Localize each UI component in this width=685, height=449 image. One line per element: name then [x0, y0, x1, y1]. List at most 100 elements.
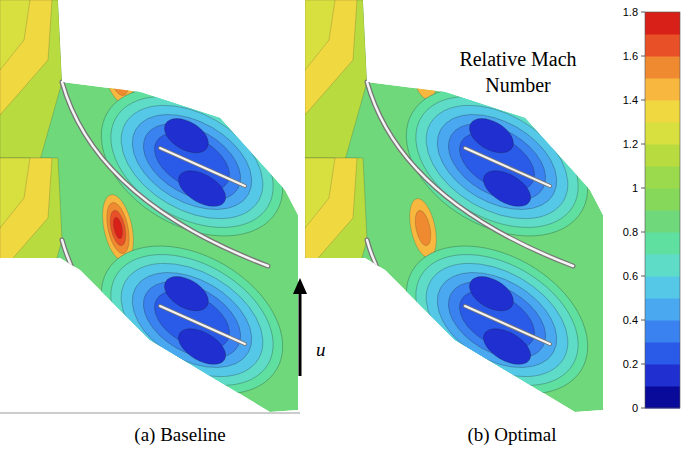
colorbar-tick: [641, 100, 645, 101]
colorbar-cell: [645, 276, 680, 299]
low-mach-zone: [130, 266, 254, 374]
high-mach-zone: [112, 216, 124, 239]
colorbar-cell: [645, 210, 680, 233]
colorbar-tick-label: 1.4: [623, 94, 638, 106]
colorbar-tick-label: 1.6: [623, 50, 638, 62]
inlet-band: [0, 158, 62, 358]
colorbar-cell: [645, 320, 680, 343]
colorbar-cell: [645, 342, 680, 365]
low-mach-zone: [435, 266, 559, 374]
splitter-blade: [160, 148, 245, 186]
low-mach-zone: [75, 216, 309, 425]
low-mach-core: [173, 163, 232, 213]
low-mach-zone: [421, 95, 574, 229]
high-mach-zone: [405, 38, 441, 102]
high-mach-zone: [412, 209, 433, 247]
high-mach-zone: [412, 51, 433, 89]
inlet-band: [0, 158, 30, 228]
figure: u(a) Baseline(b) Optimal00.20.40.60.811.…: [0, 0, 685, 449]
colorbar: 00.20.40.60.811.21.41.61.8: [623, 6, 680, 414]
colorbar-tick: [641, 188, 645, 189]
low-mach-core: [478, 163, 537, 213]
low-mach-zone: [406, 240, 587, 400]
low-mach-zone: [88, 70, 296, 255]
colorbar-tick: [641, 232, 645, 233]
colorbar-cell: [645, 298, 680, 321]
splitter-blade: [465, 148, 550, 186]
low-mach-zone: [116, 253, 269, 387]
splitter-blade: [160, 306, 245, 344]
low-mach-zone: [116, 95, 269, 229]
colorbar-cell: [645, 122, 680, 145]
colorbar-tick: [641, 276, 645, 277]
panel-caption: (b) Optimal: [467, 424, 556, 446]
main-blade: [367, 82, 573, 266]
velocity-arrow: [299, 292, 302, 376]
high-mach-zone: [103, 200, 133, 255]
splitter-blade: [465, 306, 550, 344]
colorbar-tick: [641, 320, 645, 321]
panel-baseline: [0, 413, 300, 414]
colorbar-tick: [641, 364, 645, 365]
inlet-band: [305, 158, 335, 228]
colorbar-tick: [641, 408, 645, 409]
colorbar-cell: [645, 78, 680, 101]
inlet-band: [0, 158, 52, 273]
colorbar-cell: [645, 12, 680, 35]
low-mach-zone: [380, 216, 614, 425]
high-mach-zone: [103, 42, 133, 97]
colorbar-tick-label: 0.2: [623, 358, 638, 370]
main-blade: [367, 240, 573, 424]
colorbar-tick-label: 0: [632, 402, 638, 414]
colorbar-cell: [645, 254, 680, 277]
low-mach-zone: [75, 58, 309, 267]
inlet-band: [305, 158, 367, 358]
low-mach-core: [173, 321, 232, 371]
low-mach-zone: [393, 228, 601, 413]
inlet-band: [0, 0, 30, 70]
low-mach-zone: [101, 82, 282, 242]
colorbar-tick-label: 1.8: [623, 6, 638, 18]
colorbar-tick: [641, 12, 645, 13]
colorbar-cell: [645, 56, 680, 79]
arrow-label: u: [316, 339, 326, 360]
inlet-band: [305, 0, 335, 70]
main-blade: [62, 240, 268, 424]
colorbar-cell: [645, 188, 680, 211]
high-mach-zone: [107, 209, 128, 247]
high-mach-zone: [405, 196, 441, 260]
contour-field: [0, 0, 309, 424]
colorbar-cell: [645, 166, 680, 189]
main-blade: [367, 82, 573, 266]
splitter-blade: [465, 148, 550, 186]
splitter-blade: [160, 306, 245, 344]
low-mach-core: [478, 321, 537, 371]
low-mach-zone: [406, 82, 587, 242]
colorbar-cell: [645, 34, 680, 57]
main-blade: [62, 82, 268, 266]
inlet-band: [0, 0, 52, 115]
figure-svg: u(a) Baseline(b) Optimal00.20.40.60.811.…: [0, 0, 685, 449]
main-blade: [62, 82, 268, 266]
colorbar-tick-label: 1.2: [623, 138, 638, 150]
velocity-arrow-head: [293, 278, 307, 294]
colorbar-frame: [645, 12, 680, 408]
low-mach-zone: [393, 70, 601, 255]
inlet-band: [305, 0, 357, 115]
colorbar-cell: [645, 386, 680, 409]
main-blade: [367, 240, 573, 424]
colorbar-tick: [641, 56, 645, 57]
panel-caption: (a) Baseline: [134, 424, 225, 446]
colorbar-tick-label: 0.6: [623, 270, 638, 282]
colorbar-title: Relative Mach Number: [438, 46, 598, 98]
inlet-band: [305, 158, 357, 273]
contour-field: [305, 0, 614, 424]
colorbar-tick-label: 1: [632, 182, 638, 194]
colorbar-tick-label: 0.4: [623, 314, 638, 326]
colorbar-tick: [641, 144, 645, 145]
low-mach-zone: [101, 240, 282, 400]
high-mach-zone: [107, 51, 128, 89]
main-blade: [62, 240, 268, 424]
colorbar-cell: [645, 364, 680, 387]
low-mach-zone: [421, 253, 574, 387]
